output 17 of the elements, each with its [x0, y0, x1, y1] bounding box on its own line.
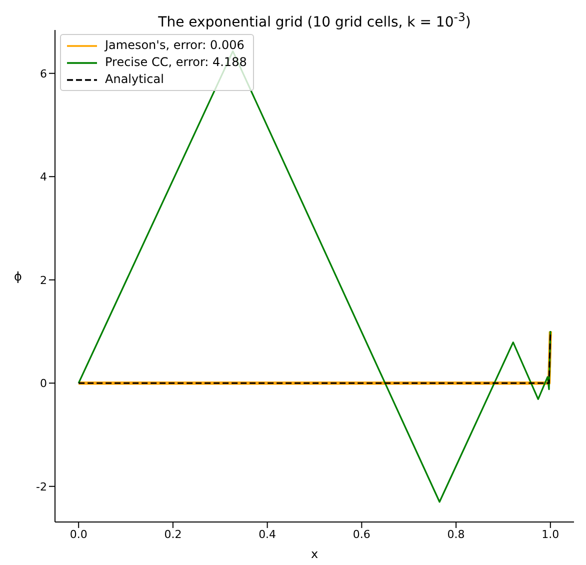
x-tick-label: 1.0 — [542, 528, 560, 541]
chart-title: The exponential grid (10 grid cells, k = 10$^{-3}$) — [157, 10, 472, 31]
y-tick-label: 0 — [40, 377, 47, 390]
x-tick-label: 0.2 — [164, 528, 182, 541]
x-tick-label: 0.6 — [352, 528, 370, 541]
x-tick-label: 0.8 — [447, 528, 465, 541]
y-tick-label: 4 — [40, 170, 47, 184]
y-axis-title: ϕ — [14, 269, 22, 284]
y-tick-label: 6 — [40, 67, 47, 80]
y-tick-label: 2 — [40, 274, 47, 287]
y-tick-label: -2 — [36, 480, 47, 494]
legend-label: Analytical — [105, 71, 164, 88]
legend-label: Jameson's, error: 0.006 — [105, 37, 244, 54]
legend-label: Precise CC, error: 4.188 — [105, 54, 247, 71]
x-tick-label: 0.0 — [70, 528, 88, 541]
x-axis-title: x — [310, 547, 318, 561]
x-tick-label: 0.4 — [258, 528, 276, 541]
